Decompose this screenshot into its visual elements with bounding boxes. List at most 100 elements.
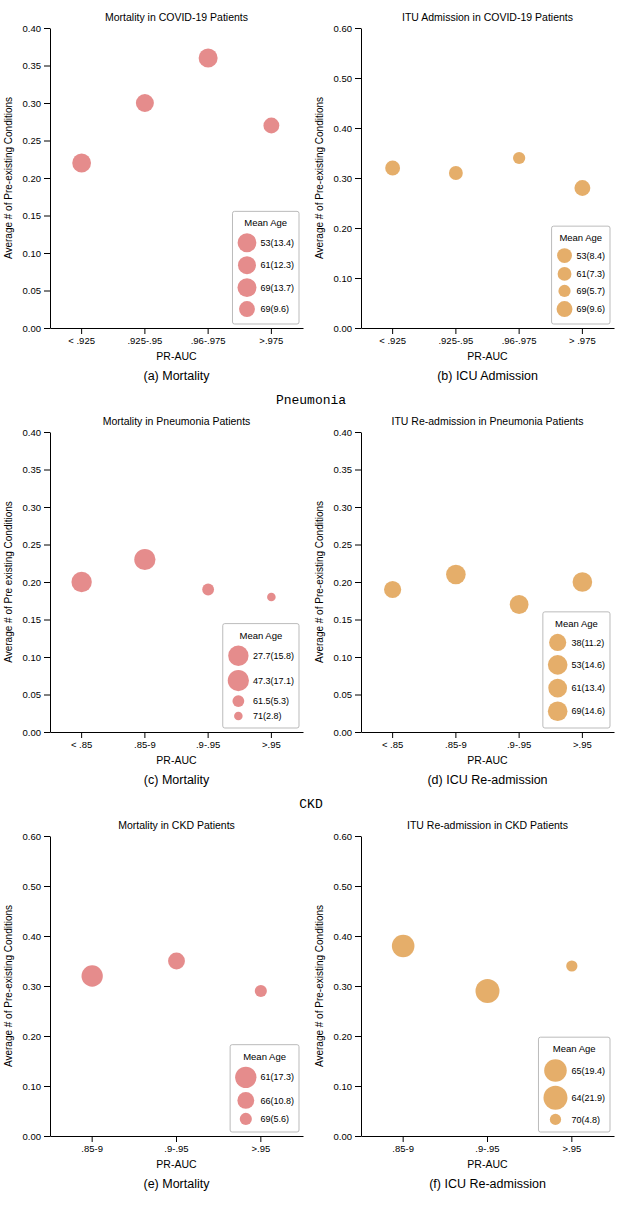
y-tick: 0.00 <box>23 1131 51 1142</box>
x-axis: < .925.925-.95.96-.975>.975 <box>51 328 304 346</box>
x-tick: >.95 <box>262 732 281 750</box>
tick-mark <box>44 657 50 658</box>
legend-frame <box>223 624 299 728</box>
legend-frame <box>552 226 610 324</box>
tick-mark <box>355 328 361 329</box>
tick-mark <box>44 1136 50 1137</box>
tick-mark <box>355 470 361 471</box>
y-tick: 0.35 <box>23 60 51 71</box>
caption: (f) ICU Re-admission <box>429 1177 546 1191</box>
chart: Mortality in COVID-19 Patients0.000.050.… <box>3 11 304 383</box>
y-tick: 0.10 <box>23 652 51 663</box>
legend-title: Mean Age <box>244 217 287 228</box>
axis-line <box>362 732 615 733</box>
axis-line <box>362 328 615 329</box>
tick-label: >.95 <box>251 1143 270 1154</box>
x-tick: .85-9 <box>392 1136 414 1154</box>
tick-label: 0.10 <box>23 1081 42 1092</box>
plot-area <box>392 935 578 1003</box>
tick-mark <box>355 545 361 546</box>
legend-marker <box>232 695 244 707</box>
legend-label: 64(21.9) <box>571 1093 605 1103</box>
tick-label: 0.40 <box>23 427 42 438</box>
y-tick: 0.00 <box>334 1131 362 1142</box>
tick-label: 0.50 <box>334 881 353 892</box>
y-tick: 0.35 <box>334 464 362 475</box>
tick-label: 0.25 <box>23 135 42 146</box>
bubble <box>573 572 593 592</box>
legend-marker <box>237 1092 254 1109</box>
bubble <box>384 581 401 598</box>
y-axis: 0.000.050.100.150.200.250.300.350.40 <box>23 23 51 334</box>
legend-marker <box>240 1113 252 1125</box>
tick-mark <box>355 732 361 733</box>
bubble <box>134 549 155 570</box>
chart: ITU Admission in COVID-19 Patients 0.000.… <box>314 11 615 383</box>
legend-label: 61(13.4) <box>571 683 605 693</box>
legend-marker <box>558 267 572 281</box>
chart-title: Mortality in COVID-19 Patients <box>105 11 248 23</box>
legend-label: 71(2.8) <box>253 711 282 721</box>
tick-mark <box>44 836 50 837</box>
section-label: Pneumonia <box>276 393 346 408</box>
legend: Mean Age65(19.4)64(21.9)70(4.8) <box>538 1037 610 1132</box>
tick-label: .9-.95 <box>475 1143 499 1154</box>
y-tick: 0.40 <box>23 23 51 34</box>
legend-marker <box>543 1086 567 1110</box>
tick-label: 0.10 <box>334 652 353 663</box>
legend-marker <box>557 248 572 263</box>
tick-mark <box>44 178 50 179</box>
tick-label: 0.60 <box>23 831 42 842</box>
y-tick: 0.20 <box>334 1031 362 1042</box>
y-tick: 0.15 <box>23 210 51 221</box>
y-tick: 0.15 <box>23 614 51 625</box>
tick-label: .85-9 <box>81 1143 103 1154</box>
legend-frame <box>232 211 299 324</box>
legend-marker <box>228 646 248 666</box>
y-tick: 0.60 <box>23 831 51 842</box>
x-tick: < .85 <box>382 732 403 750</box>
tick-label: 0.25 <box>23 539 42 550</box>
tick-label: 0.30 <box>23 981 42 992</box>
x-tick: .96-.975 <box>191 328 226 346</box>
tick-label: .96-.975 <box>191 335 226 346</box>
chart-title: ITU Admission in COVID-19 Patients <box>402 11 573 23</box>
tick-label: >.95 <box>573 739 592 750</box>
tick-label: < .85 <box>71 739 92 750</box>
y-tick: 0.00 <box>334 727 362 738</box>
tick-mark <box>44 28 50 29</box>
y-tick: 0.50 <box>334 73 362 84</box>
tick-mark <box>44 141 50 142</box>
bubble <box>72 154 91 173</box>
y-tick: 0.25 <box>23 539 51 550</box>
x-tick: .85-9 <box>134 732 156 750</box>
legend-label: 69(5.7) <box>576 286 605 296</box>
tick-mark <box>144 732 145 738</box>
y-tick: 0.00 <box>23 727 51 738</box>
y-tick: 0.10 <box>23 1081 51 1092</box>
tick-mark <box>355 507 361 508</box>
axis-line <box>51 732 304 733</box>
chart-title: ITU Re-admission in Pneumonia Patients <box>391 415 583 427</box>
tick-mark <box>582 732 583 738</box>
x-tick: .85-9 <box>81 1136 103 1154</box>
chart: Mortality in Pneumonia Patients0.000.050… <box>3 415 304 787</box>
legend-marker <box>228 670 249 691</box>
tick-mark <box>44 432 50 433</box>
x-tick: >.975 <box>259 328 283 346</box>
y-tick: 0.20 <box>334 223 362 234</box>
section-label: CKD <box>299 797 323 812</box>
y-axis: 0.000.100.200.300.400.500.60 <box>334 23 362 334</box>
tick-label: 0.50 <box>334 73 353 84</box>
y-axis: 0.000.050.100.150.200.250.300.350.40 <box>334 427 362 738</box>
tick-mark <box>44 507 50 508</box>
axis-line <box>50 29 51 329</box>
tick-label: 0.15 <box>334 614 353 625</box>
legend-frame <box>538 1037 610 1132</box>
tick-label: 0.05 <box>23 689 42 700</box>
bubble <box>136 94 154 112</box>
tick-label: < .925 <box>379 335 406 346</box>
legend-label: 61(12.3) <box>260 260 294 270</box>
legend-title: Mean Age <box>239 630 282 641</box>
y-tick: 0.30 <box>23 502 51 513</box>
